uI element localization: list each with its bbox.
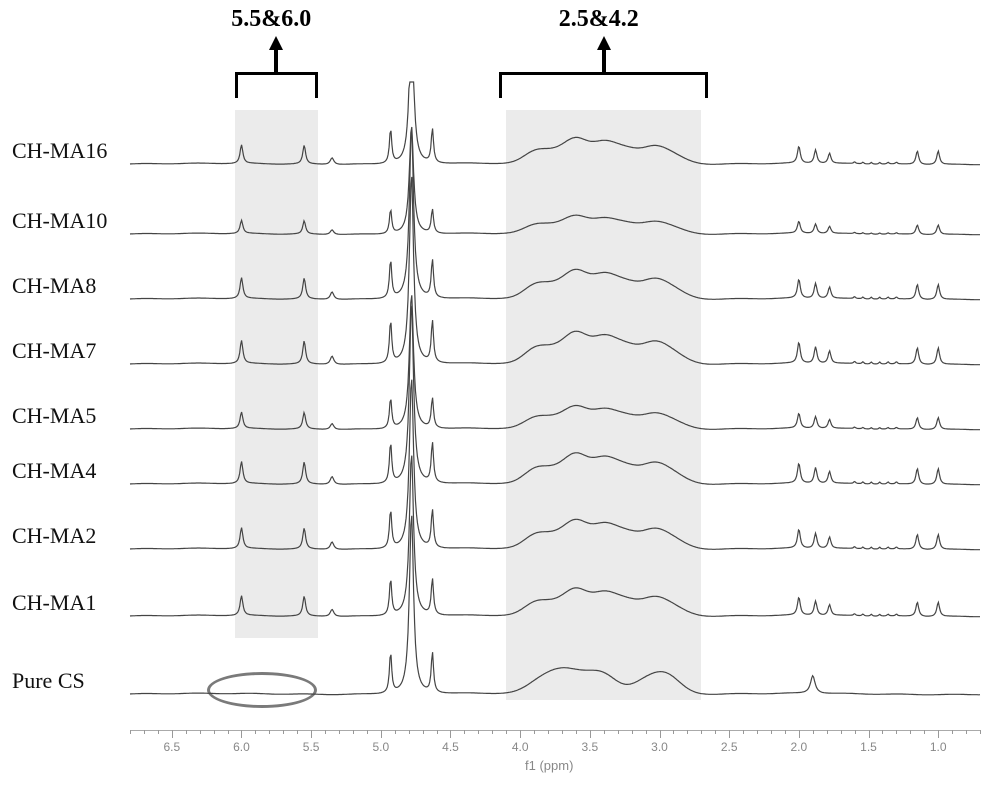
x-axis-line	[130, 730, 980, 731]
tick-label: 2.5	[721, 740, 738, 754]
tick-minor	[980, 730, 981, 734]
tick-label: 2.0	[791, 740, 808, 754]
tick-minor	[506, 730, 507, 734]
tick-minor	[924, 730, 925, 734]
spectra-plot	[0, 0, 1000, 798]
tick-minor	[228, 730, 229, 734]
tick-minor	[771, 730, 772, 734]
tick-minor	[492, 730, 493, 734]
tick-minor	[618, 730, 619, 734]
spectrum-trace	[130, 127, 980, 235]
tick-minor	[353, 730, 354, 734]
tick-minor	[200, 730, 201, 734]
tick-minor	[952, 730, 953, 734]
tick-major	[590, 730, 591, 738]
tick-minor	[186, 730, 187, 734]
tick-minor	[269, 730, 270, 734]
tick-minor	[437, 730, 438, 734]
tick-label: 4.5	[442, 740, 459, 754]
tick-minor	[548, 730, 549, 734]
figure-canvas: 5.5&6.0 2.5&4.2 CH-MA16CH-MA10CH-MA8CH-M…	[0, 0, 1000, 798]
tick-minor	[743, 730, 744, 734]
tick-major	[799, 730, 800, 738]
tick-minor	[855, 730, 856, 734]
tick-minor	[130, 730, 131, 734]
tick-minor	[785, 730, 786, 734]
tick-minor	[409, 730, 410, 734]
tick-minor	[158, 730, 159, 734]
tick-major	[729, 730, 730, 738]
tick-major	[172, 730, 173, 738]
tick-major	[938, 730, 939, 738]
tick-minor	[882, 730, 883, 734]
tick-label: 3.0	[651, 740, 668, 754]
tick-label: 4.0	[512, 740, 529, 754]
tick-minor	[646, 730, 647, 734]
tick-minor	[632, 730, 633, 734]
tick-minor	[841, 730, 842, 734]
tick-minor	[576, 730, 577, 734]
spectrum-trace	[130, 516, 980, 695]
tick-minor	[367, 730, 368, 734]
tick-label: 5.0	[372, 740, 389, 754]
tick-minor	[478, 730, 479, 734]
tick-minor	[604, 730, 605, 734]
tick-label: 3.5	[581, 740, 598, 754]
tick-minor	[325, 730, 326, 734]
tick-minor	[339, 730, 340, 734]
tick-minor	[562, 730, 563, 734]
tick-label: 6.5	[163, 740, 180, 754]
tick-label: 1.5	[860, 740, 877, 754]
tick-minor	[283, 730, 284, 734]
tick-minor	[827, 730, 828, 734]
tick-minor	[687, 730, 688, 734]
tick-minor	[673, 730, 674, 734]
spectrum-trace	[130, 306, 980, 485]
tick-minor	[813, 730, 814, 734]
tick-label: 1.0	[930, 740, 947, 754]
tick-minor	[715, 730, 716, 734]
spectrum-trace	[130, 177, 980, 365]
tick-minor	[395, 730, 396, 734]
tick-major	[869, 730, 870, 738]
spectrum-trace	[130, 456, 980, 617]
tick-minor	[966, 730, 967, 734]
tick-minor	[464, 730, 465, 734]
tick-minor	[214, 730, 215, 734]
tick-minor	[757, 730, 758, 734]
tick-major	[311, 730, 312, 738]
tick-minor	[297, 730, 298, 734]
spectrum-trace	[130, 130, 980, 300]
x-axis-title: f1 (ppm)	[525, 758, 573, 773]
tick-label: 6.0	[233, 740, 250, 754]
tick-minor	[701, 730, 702, 734]
tick-major	[241, 730, 242, 738]
tick-label: 5.5	[303, 740, 320, 754]
tick-major	[381, 730, 382, 738]
spectrum-trace	[130, 82, 980, 165]
tick-minor	[255, 730, 256, 734]
tick-minor	[423, 730, 424, 734]
tick-minor	[910, 730, 911, 734]
tick-major	[660, 730, 661, 738]
tick-major	[450, 730, 451, 738]
tick-minor	[534, 730, 535, 734]
tick-minor	[144, 730, 145, 734]
tick-minor	[896, 730, 897, 734]
tick-major	[520, 730, 521, 738]
